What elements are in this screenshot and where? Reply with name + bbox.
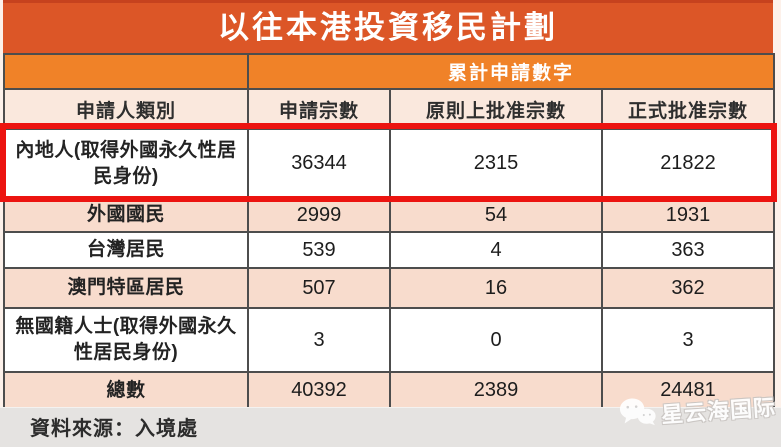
column-header-approved-in-principle: 原則上批准宗數: [389, 88, 603, 130]
table-panel: 以往本港投資移民計劃 累計申請數字 申請人類別 申請宗數 原則上批准宗數 正式批…: [3, 0, 775, 410]
group-header-row: 累計申請數字: [3, 53, 775, 90]
table-body: 內地人(取得外國永久性居民身份) 36344 2315 21822 外國國民 2…: [3, 128, 775, 410]
row-value: 0: [389, 307, 603, 373]
table-row: 台灣居民 539 4 363: [3, 231, 775, 269]
table-row: 澳門特區居民 507 16 362: [3, 267, 775, 309]
row-label: 外國國民: [3, 197, 249, 233]
group-header-cell: 累計申請數字: [247, 53, 775, 90]
row-value: 16: [389, 267, 603, 309]
row-value: 36344: [247, 128, 391, 199]
table-row: 無國籍人士(取得外國永久性居民身份) 3 0 3: [3, 307, 775, 373]
table-row: 內地人(取得外國永久性居民身份) 36344 2315 21822: [3, 128, 775, 199]
table-row: 外國國民 2999 54 1931: [3, 197, 775, 233]
row-value: 2389: [389, 371, 603, 410]
corner-cell: [3, 53, 249, 90]
row-label: 台灣居民: [3, 231, 249, 269]
row-value: 507: [247, 267, 391, 309]
row-label: 總數: [3, 371, 249, 410]
row-label: 澳門特區居民: [3, 267, 249, 309]
column-header-formally-approved: 正式批准宗數: [601, 88, 775, 130]
row-label: 內地人(取得外國永久性居民身份): [3, 128, 249, 199]
row-value: 3: [247, 307, 391, 373]
row-value: 2315: [389, 128, 603, 199]
row-value: 3: [601, 307, 775, 373]
column-header-row: 申請人類別 申請宗數 原則上批准宗數 正式批准宗數: [3, 88, 775, 130]
row-value: 362: [601, 267, 775, 309]
row-value: 363: [601, 231, 775, 269]
table-row: 總數 40392 2389 24481: [3, 371, 775, 410]
column-header-applications: 申請宗數: [247, 88, 391, 130]
source-note: 資料來源：入境處: [30, 418, 198, 440]
row-label: 無國籍人士(取得外國永久性居民身份): [3, 307, 249, 373]
row-value: 1931: [601, 197, 775, 233]
row-value: 54: [389, 197, 603, 233]
page-title: 以往本港投資移民計劃: [3, 0, 773, 53]
immigration-table: 累計申請數字 申請人類別 申請宗數 原則上批准宗數 正式批准宗數 內地人(取得外…: [3, 53, 775, 410]
row-value: 21822: [601, 128, 775, 199]
row-value: 4: [389, 231, 603, 269]
row-value: 24481: [601, 371, 775, 410]
row-value: 2999: [247, 197, 391, 233]
row-value: 539: [247, 231, 391, 269]
column-header-category: 申請人類別: [3, 88, 249, 130]
footer-bar: 資料來源：入境處: [0, 407, 781, 447]
row-value: 40392: [247, 371, 391, 410]
